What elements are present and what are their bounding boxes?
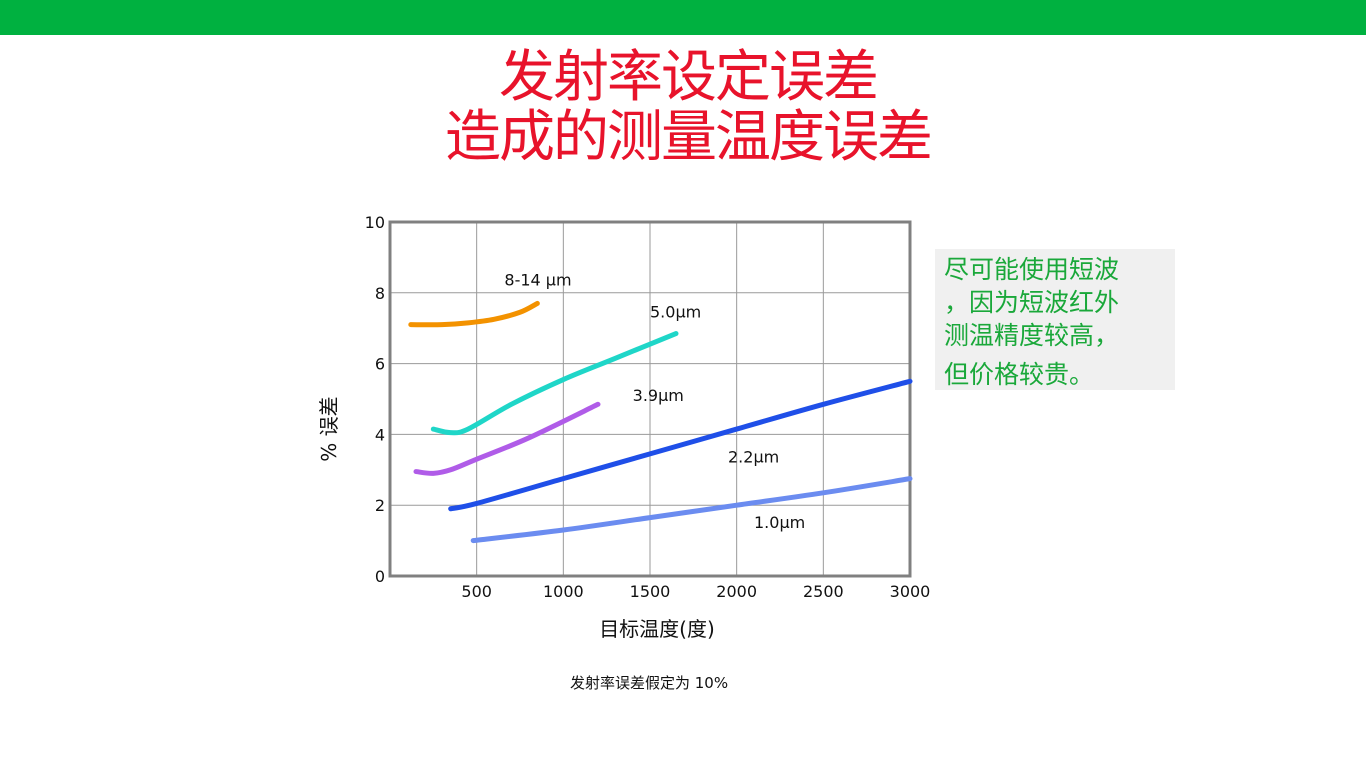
callout-line-2: ，因为短波红外 [944,288,1120,317]
series-label-3-9-m: 3.9µm [633,386,684,405]
axis-ticks: 500 1000 1500 2000 2500 3000 0 2 4 6 8 10 [365,213,931,601]
callout-line-1: 尽可能使用短波 [944,255,1120,284]
callout-line-4: 但价格较贵。 [944,360,1095,389]
chart-series [408,300,913,544]
footnote: 发射率误差假定为 10% [570,674,729,692]
plot-frame [388,220,912,578]
x-tick-label: 1000 [543,582,584,601]
y-tick-label: 4 [375,425,385,444]
title-line-2: 造成的测量温度误差 [445,105,933,170]
top-accent-bar [0,0,1366,35]
series-label-1-0-m: 1.0µm [754,513,805,532]
x-axis-label: 目标温度(度) [599,617,715,641]
y-tick-label: 2 [375,496,385,515]
series-line-1-0-m [470,476,913,544]
series-label-2-2-m: 2.2µm [728,448,779,467]
y-tick-label: 0 [375,567,385,586]
x-tick-label: 500 [461,582,492,601]
x-tick-label: 3000 [890,582,931,601]
y-axis-label: % 误差 [317,396,341,461]
x-tick-label: 2000 [716,582,757,601]
series-labels: 8-14 µm 5.0µm 3.9µm 2.2µm 1.0µm [504,271,805,532]
series-line-3-9-m [413,401,601,476]
y-tick-label: 6 [375,355,385,374]
y-tick-label: 10 [365,213,385,232]
series-label-5-0-m: 5.0µm [650,303,701,322]
slide-title: 发射率设定误差 造成的测量温度误差 [0,48,1366,168]
series-line-8-14-m [408,300,540,328]
chart-grid [390,222,910,576]
series-label-8-14-m: 8-14 µm [504,271,571,290]
x-tick-label: 2500 [803,582,844,601]
title-line-1: 发射率设定误差 [499,45,879,110]
y-tick-label: 8 [375,284,385,303]
callout-line-3: 测温精度较高， [944,321,1120,350]
series-line-5-0-m [430,331,679,436]
series-line-2-2-m [448,378,913,512]
tip-callout: 尽可能使用短波 ，因为短波红外 测温精度较高， 但价格较贵。 [935,249,1175,390]
x-tick-label: 1500 [630,582,671,601]
